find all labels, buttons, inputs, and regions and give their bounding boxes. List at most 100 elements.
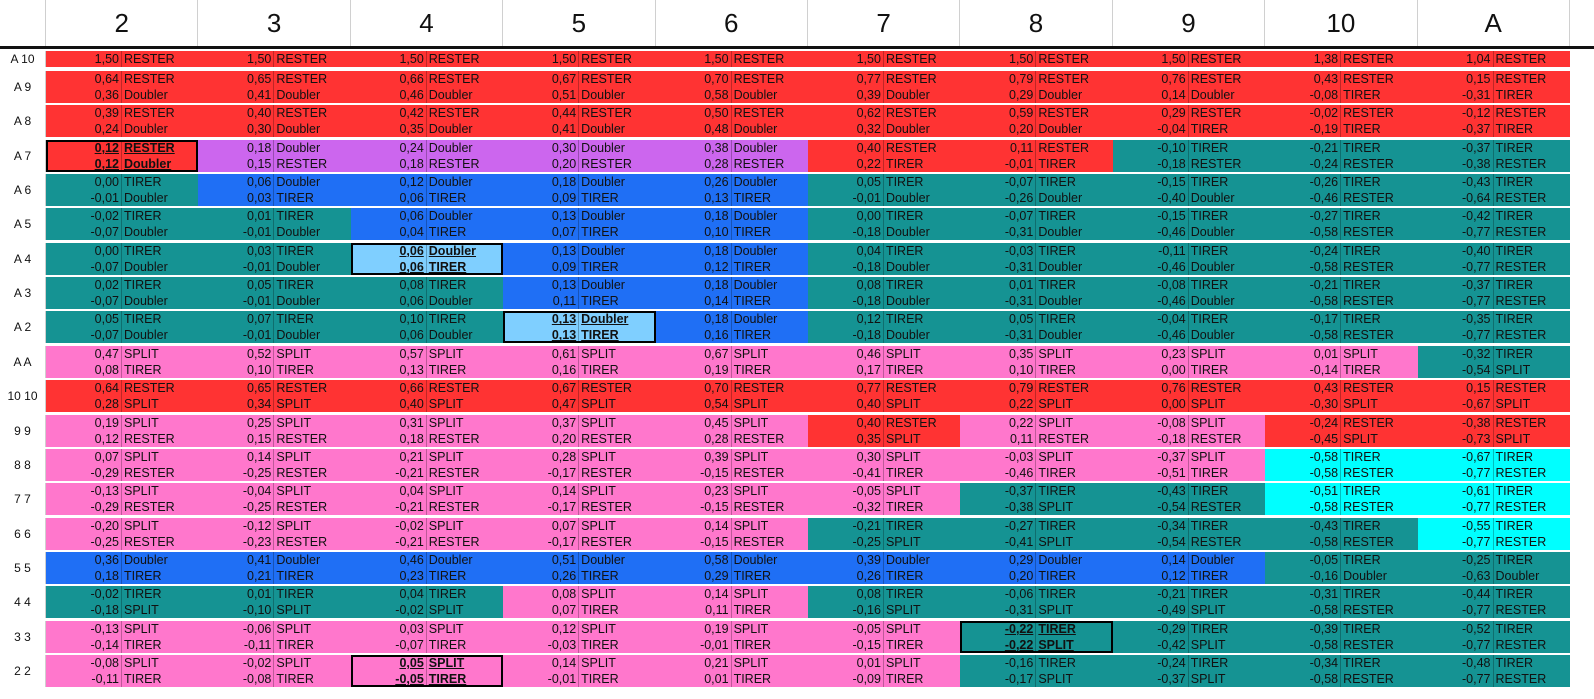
grid-cell[interactable]: 0,07 SPLIT -0,17 RESTER	[503, 517, 656, 550]
grid-cell[interactable]: 0,05 SPLIT -0,05 TIRER	[350, 654, 504, 687]
grid-cell[interactable]: -0,08 TIRER -0,46 Doubler	[1112, 277, 1266, 310]
grid-cell[interactable]: 0,12 RESTER 0,12 Doubler	[46, 139, 199, 172]
grid-cell[interactable]: -0,05 SPLIT -0,32 TIRER	[807, 483, 961, 516]
grid-cell[interactable]: -0,15 TIRER -0,46 Doubler	[1112, 208, 1266, 241]
grid-cell[interactable]: 0,64 RESTER 0,36 Doubler	[46, 71, 199, 103]
grid-cell[interactable]: -0,02 SPLIT -0,21 RESTER	[350, 517, 504, 550]
grid-cell[interactable]: -0,32 TIRER -0,54 SPLIT	[1417, 345, 1570, 378]
grid-cell[interactable]: 0,28 SPLIT -0,17 RESTER	[503, 448, 656, 481]
row-header[interactable]: A A	[0, 345, 46, 378]
grid-cell[interactable]: 0,65 RESTER 0,41 Doubler	[198, 71, 351, 103]
grid-cell[interactable]: -0,12 SPLIT -0,23 RESTER	[198, 517, 351, 550]
row-header[interactable]: 6 6	[0, 517, 46, 550]
grid-cell[interactable]: -0,02 RESTER -0,19 TIRER	[1265, 105, 1418, 138]
grid-cell[interactable]: -0,37 SPLIT -0,51 TIRER	[1112, 448, 1266, 481]
row-header[interactable]: A 4	[0, 242, 46, 275]
grid-cell[interactable]: 0,38 Doubler 0,28 RESTER	[655, 139, 808, 172]
grid-cell[interactable]: 0,06 Doubler 0,06 TIRER	[350, 242, 504, 275]
grid-cell[interactable]: -0,15 TIRER -0,40 Doubler	[1112, 174, 1266, 207]
grid-cell[interactable]: 0,10 TIRER 0,06 Doubler	[350, 311, 504, 344]
grid-cell[interactable]: 0,70 RESTER 0,58 Doubler	[655, 71, 808, 103]
grid-cell[interactable]: 0,76 RESTER 0,00 SPLIT	[1112, 380, 1266, 413]
grid-cell[interactable]: 0,03 SPLIT -0,07 TIRER	[350, 620, 504, 653]
row-header[interactable]: A 6	[0, 174, 46, 207]
grid-cell[interactable]: 0,08 SPLIT 0,07 TIRER	[503, 586, 656, 619]
grid-cell[interactable]: 0,26 Doubler 0,13 TIRER	[655, 174, 808, 207]
grid-cell[interactable]: -0,08 SPLIT -0,11 TIRER	[46, 654, 199, 687]
grid-cell[interactable]: -0,37 TIRER -0,38 RESTER	[1417, 139, 1570, 172]
grid-cell[interactable]: -0,38 RESTER -0,73 SPLIT	[1417, 414, 1570, 447]
grid-cell[interactable]: 0,35 SPLIT 0,10 TIRER	[960, 345, 1113, 378]
grid-cell[interactable]: 0,77 RESTER 0,40 SPLIT	[807, 380, 961, 413]
grid-cell[interactable]: -0,37 TIRER -0,38 SPLIT	[960, 483, 1113, 516]
grid-cell[interactable]: 0,01 SPLIT -0,09 TIRER	[807, 654, 961, 687]
grid-cell[interactable]: 0,39 RESTER 0,24 Doubler	[46, 105, 199, 138]
grid-cell[interactable]: -0,06 SPLIT -0,11 TIRER	[198, 620, 351, 653]
grid-cell[interactable]: -0,08 SPLIT -0,18 RESTER	[1112, 414, 1266, 447]
grid-cell[interactable]: -0,44 TIRER -0,77 RESTER	[1417, 586, 1570, 619]
grid-cell[interactable]: 0,64 RESTER 0,28 SPLIT	[46, 380, 199, 413]
grid-cell[interactable]: 0,41 Doubler 0,21 TIRER	[198, 551, 351, 584]
grid-cell[interactable]: 0,18 Doubler 0,15 RESTER	[198, 139, 351, 172]
column-header[interactable]: 4	[351, 0, 504, 46]
grid-cell[interactable]: 0,02 TIRER -0,07 Doubler	[46, 277, 199, 310]
grid-cell[interactable]: 0,14 SPLIT -0,25 RESTER	[198, 448, 351, 481]
grid-cell[interactable]: -0,31 TIRER -0,58 RESTER	[1265, 586, 1418, 619]
row-header[interactable]: 2 2	[0, 654, 46, 687]
grid-cell[interactable]: -0,27 TIRER -0,41 SPLIT	[960, 517, 1113, 550]
row-header[interactable]: A 10	[0, 51, 46, 67]
column-header[interactable]: 5	[503, 0, 656, 46]
grid-cell[interactable]: 0,47 SPLIT 0,08 TIRER	[46, 345, 199, 378]
grid-cell[interactable]: 0,13 Doubler 0,09 TIRER	[503, 242, 656, 275]
grid-cell[interactable]: -0,05 TIRER -0,16 Doubler	[1265, 551, 1418, 584]
grid-cell[interactable]: 0,01 TIRER -0,31 Doubler	[960, 277, 1113, 310]
grid-cell[interactable]: 0,19 SPLIT 0,12 RESTER	[46, 414, 199, 447]
row-header[interactable]: 10 10	[0, 380, 46, 413]
grid-cell[interactable]: 0,36 Doubler 0,18 TIRER	[46, 551, 199, 584]
grid-cell[interactable]: 0,03 TIRER -0,01 Doubler	[198, 242, 351, 275]
grid-cell[interactable]: 0,14 SPLIT 0,11 TIRER	[655, 586, 808, 619]
grid-cell[interactable]: 0,11 RESTER -0,01 TIRER	[960, 139, 1113, 172]
grid-cell[interactable]: 0,00 TIRER -0,01 Doubler	[46, 174, 199, 207]
grid-cell[interactable]: 0,43 RESTER -0,08 TIRER	[1265, 71, 1418, 103]
grid-cell[interactable]: -0,17 TIRER -0,58 RESTER	[1265, 311, 1418, 344]
grid-cell[interactable]: -0,25 TIRER -0,63 Doubler	[1417, 551, 1570, 584]
grid-cell[interactable]: 1,50 RESTER	[350, 51, 504, 67]
grid-cell[interactable]: 0,40 RESTER 0,22 TIRER	[807, 139, 961, 172]
grid-cell[interactable]: 0,45 SPLIT 0,28 RESTER	[655, 414, 808, 447]
grid-cell[interactable]: 0,05 TIRER -0,07 Doubler	[46, 311, 199, 344]
grid-cell[interactable]: 1,04 RESTER	[1417, 51, 1570, 67]
grid-cell[interactable]: 0,13 Doubler 0,11 TIRER	[503, 277, 656, 310]
grid-cell[interactable]: -0,13 SPLIT -0,29 RESTER	[46, 483, 199, 516]
grid-cell[interactable]: -0,21 TIRER -0,24 RESTER	[1265, 139, 1418, 172]
grid-cell[interactable]: -0,48 TIRER -0,77 RESTER	[1417, 654, 1570, 687]
column-header[interactable]: 2	[46, 0, 199, 46]
grid-cell[interactable]: 0,51 Doubler 0,26 TIRER	[503, 551, 656, 584]
grid-cell[interactable]: -0,40 TIRER -0,77 RESTER	[1417, 242, 1570, 275]
grid-cell[interactable]: 0,77 RESTER 0,39 Doubler	[807, 71, 961, 103]
grid-cell[interactable]: 0,12 Doubler 0,06 TIRER	[350, 174, 504, 207]
grid-cell[interactable]: 0,40 RESTER 0,35 SPLIT	[807, 414, 961, 447]
grid-cell[interactable]: -0,02 SPLIT -0,08 TIRER	[198, 654, 351, 687]
grid-cell[interactable]: -0,12 RESTER -0,37 TIRER	[1417, 105, 1570, 138]
grid-cell[interactable]: -0,21 TIRER -0,58 RESTER	[1265, 277, 1418, 310]
grid-cell[interactable]: 0,08 TIRER -0,18 Doubler	[807, 277, 961, 310]
grid-cell[interactable]: 0,44 RESTER 0,41 Doubler	[503, 105, 656, 138]
column-header[interactable]: 9	[1113, 0, 1266, 46]
grid-cell[interactable]: 1,50 RESTER	[1112, 51, 1266, 67]
grid-cell[interactable]: 1,50 RESTER	[46, 51, 199, 67]
grid-cell[interactable]: -0,29 TIRER -0,42 SPLIT	[1112, 620, 1266, 653]
row-header[interactable]: 9 9	[0, 414, 46, 447]
grid-cell[interactable]: 0,70 RESTER 0,54 SPLIT	[655, 380, 808, 413]
grid-cell[interactable]: 0,39 Doubler 0,26 TIRER	[807, 551, 961, 584]
grid-cell[interactable]: -0,21 TIRER -0,49 SPLIT	[1112, 586, 1266, 619]
grid-cell[interactable]: 0,05 TIRER -0,31 Doubler	[960, 311, 1113, 344]
grid-cell[interactable]: -0,58 TIRER -0,58 RESTER	[1265, 448, 1418, 481]
grid-cell[interactable]: 0,14 SPLIT -0,01 TIRER	[503, 654, 656, 687]
grid-cell[interactable]: -0,21 TIRER -0,25 SPLIT	[807, 517, 961, 550]
grid-cell[interactable]: 0,07 TIRER -0,01 Doubler	[198, 311, 351, 344]
grid-cell[interactable]: 0,21 SPLIT -0,21 RESTER	[350, 448, 504, 481]
grid-cell[interactable]: 1,50 RESTER	[655, 51, 808, 67]
grid-cell[interactable]: -0,07 TIRER -0,26 Doubler	[960, 174, 1113, 207]
grid-cell[interactable]: 0,76 RESTER 0,14 Doubler	[1112, 71, 1266, 103]
